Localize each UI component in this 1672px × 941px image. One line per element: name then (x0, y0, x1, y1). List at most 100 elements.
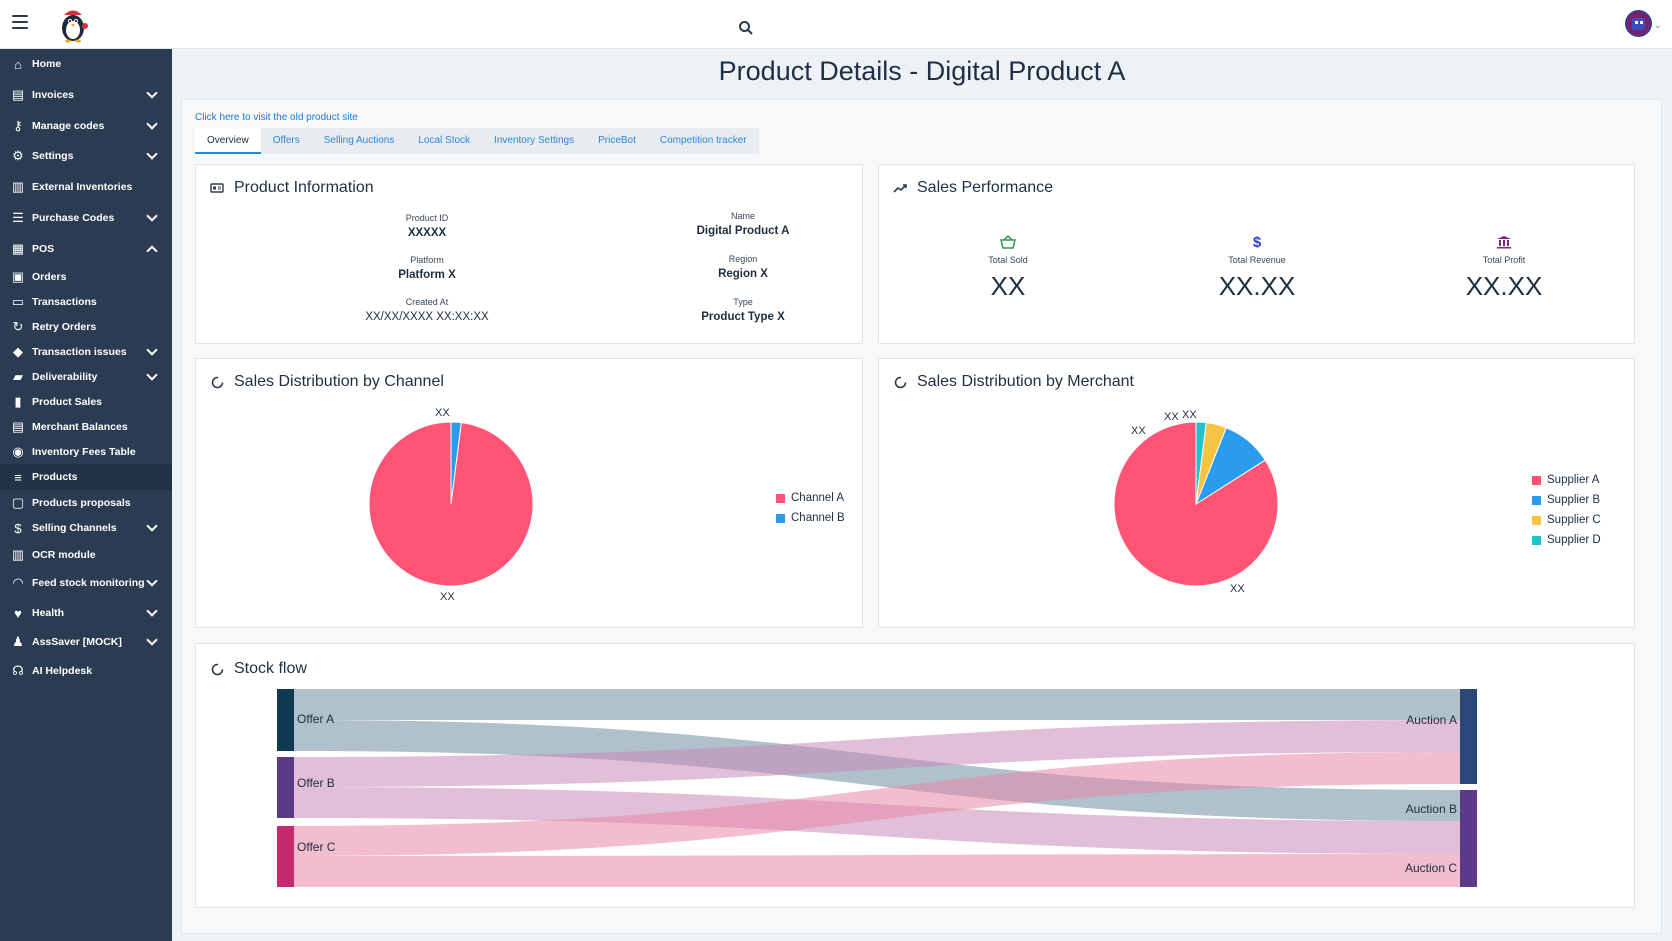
merchant-pie-chart (1113, 421, 1279, 587)
chevron-down-icon[interactable] (146, 369, 158, 381)
retry-icon: ↻ (12, 319, 24, 334)
sankey-target-node[interactable] (1460, 689, 1477, 784)
legend-item[interactable]: Supplier B (1532, 490, 1601, 510)
legend-item[interactable]: Supplier D (1532, 530, 1601, 550)
sidebar-item-home[interactable]: ⌂ Home (0, 51, 172, 77)
chevron-down-icon[interactable] (146, 344, 158, 356)
sidebar-item-transactions[interactable]: ▭ Transactions (0, 289, 172, 315)
product-information-card: Product Information Product ID XXXXX Nam… (195, 164, 863, 344)
sidebar-item-products[interactable]: ≡ Products (0, 464, 172, 490)
sidebar-item-label: Inventory Fees Table (32, 446, 136, 458)
sankey-link[interactable] (294, 720, 1460, 821)
tab-offers[interactable]: Offers (272, 135, 300, 146)
sidebar-item-ai-helpdesk[interactable]: ☊ AI Helpdesk (0, 658, 172, 684)
sidebar-item-manage-codes[interactable]: ⚷ Manage codes (0, 113, 172, 139)
tab-inventory-settings[interactable]: Inventory Settings (494, 135, 575, 146)
orders-icon: ▣ (11, 269, 25, 284)
sidebar-item-pos[interactable]: ▦ POS (0, 236, 172, 262)
chevron-down-icon[interactable] (146, 520, 158, 532)
sidebar-item-inventory-fees-table[interactable]: ◉ Inventory Fees Table (0, 439, 172, 465)
chevron-down-icon[interactable] (146, 210, 158, 222)
tab-local-stock[interactable]: Local Stock (418, 135, 471, 146)
chevron-down-icon[interactable] (146, 575, 158, 587)
penguin-logo[interactable] (54, 6, 92, 44)
list-icon: ≡ (14, 469, 22, 485)
sankey-link[interactable] (294, 854, 1460, 887)
tab-overview[interactable]: Overview (195, 128, 261, 154)
sidebar-item-label: Selling Channels (32, 522, 117, 534)
factory-icon: ▥ (11, 179, 25, 194)
sankey-source-node[interactable] (277, 689, 294, 751)
tab-selling-auctions[interactable]: Selling Auctions (323, 135, 395, 146)
bar-chart-icon: ▮ (14, 394, 22, 409)
sidebar-item-ocr-module[interactable]: ▥ OCR module (0, 542, 172, 568)
tab-pricebot[interactable]: PriceBot (598, 135, 636, 146)
chevron-down-icon[interactable] (146, 148, 158, 160)
sidebar-item-product-sales[interactable]: ▮ Product Sales (0, 389, 172, 415)
legend-item[interactable]: Supplier C (1532, 510, 1601, 530)
pie-slice-supplier-a[interactable] (1113, 421, 1279, 587)
sidebar-item-products-proposals[interactable]: ▢ Products proposals (0, 490, 172, 516)
legend-label: Supplier D (1547, 534, 1601, 546)
loading-circle-icon (893, 375, 907, 389)
chevron-down-icon[interactable] (146, 118, 158, 130)
sidebar-item-merchant-balances[interactable]: ▤ Merchant Balances (0, 414, 172, 440)
product-information-title: Product Information (234, 179, 374, 196)
tab-competition-tracker[interactable]: Competition tracker (659, 135, 747, 146)
card-title: Stock flow (210, 660, 307, 678)
pie-data-label: XX (1182, 409, 1197, 421)
sankey-target-node[interactable] (1460, 790, 1477, 887)
sankey-link[interactable] (294, 720, 1460, 787)
sales-performance-card: Sales Performance Total Sold XX $ Total … (878, 164, 1635, 344)
sankey-link[interactable] (294, 787, 1460, 854)
sankey-source-node[interactable] (277, 826, 294, 887)
platform-field: Platform Platform X (317, 255, 537, 281)
stock-flow-sankey (277, 689, 1477, 887)
chevron-up-icon[interactable] (146, 245, 158, 257)
legend-item[interactable]: Supplier A (1532, 470, 1601, 490)
hamburger-menu-icon[interactable] (12, 15, 28, 29)
field-label: Product ID (405, 213, 449, 223)
sidebar-item-purchase-codes[interactable]: ☰ Purchase Codes (0, 205, 172, 231)
stat-value: XX (990, 271, 1026, 301)
chevron-down-icon[interactable] (146, 634, 158, 646)
sidebar-item-health[interactable]: ♥ Health (0, 600, 172, 626)
card-title: Product Information (210, 179, 374, 197)
sankey-link[interactable] (294, 752, 1460, 856)
pie-slice-channel-b[interactable] (450, 421, 462, 505)
pie-slice-supplier-d[interactable] (1195, 421, 1207, 505)
user-avatar[interactable] (1625, 10, 1652, 37)
sidebar-item-label: Products proposals (32, 497, 131, 509)
legend-item[interactable]: Channel A (776, 488, 845, 508)
sidebar-item-orders[interactable]: ▣ Orders (0, 264, 172, 290)
pie-data-label: XX (440, 591, 455, 603)
sidebar-item-deliverability[interactable]: ▰ Deliverability (0, 364, 172, 390)
channel-legend: Channel A Channel B (776, 488, 845, 528)
chevron-down-icon[interactable]: ⌄ (1654, 20, 1662, 30)
sidebar-item-external-inventories[interactable]: ▥ External Inventories (0, 174, 172, 200)
sidebar-item-label: Feed stock monitoring (32, 577, 145, 589)
legend-item[interactable]: Channel B (776, 508, 845, 528)
sidebar-item-label: AssSaver [MOCK] (32, 636, 122, 648)
loading-circle-icon (210, 662, 224, 676)
sidebar-item-feed-stock-monitoring[interactable]: ◠ Feed stock monitoring (0, 570, 172, 596)
old-product-site-link[interactable]: Click here to visit the old product site (195, 112, 358, 123)
channel-distribution-card: Sales Distribution by Channel XX XX Chann… (195, 358, 863, 628)
sankey-source-node[interactable] (277, 757, 294, 818)
page-title: Product Details - Digital Product A (718, 56, 1126, 86)
chevron-down-icon[interactable] (146, 605, 158, 617)
legend-swatch (776, 493, 785, 503)
sidebar-item-label: Invoices (32, 89, 75, 101)
sankey-link[interactable] (294, 689, 1460, 720)
sidebar-item-retry-orders[interactable]: ↻ Retry Orders (0, 314, 172, 340)
sidebar-item-asssaver-mock[interactable]: ♟ AssSaver [MOCK] (0, 629, 172, 655)
sidebar-item-invoices[interactable]: ▤ Invoices (0, 82, 172, 108)
sidebar-item-selling-channels[interactable]: $ Selling Channels (0, 515, 172, 541)
field-value: Platform X (398, 269, 456, 281)
factory-icon: ▥ (11, 547, 25, 562)
chevron-down-icon[interactable] (146, 87, 158, 99)
sidebar-item-transaction-issues[interactable]: ◆ Transaction issues (0, 339, 172, 365)
search-icon[interactable] (738, 20, 754, 36)
sidebar-item-settings[interactable]: ⚙ Settings (0, 143, 172, 169)
card-title: Sales Distribution by Channel (210, 373, 444, 391)
